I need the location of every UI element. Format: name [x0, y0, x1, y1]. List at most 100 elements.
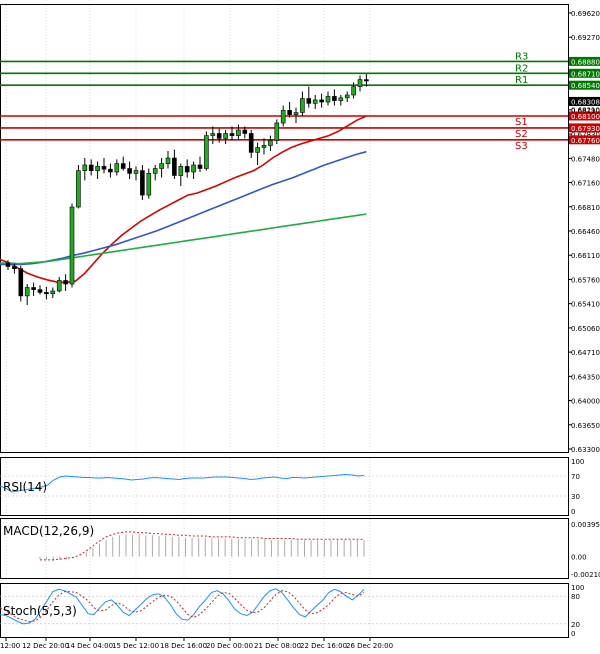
candle-bull [325, 96, 331, 103]
price-tick-label: 0.64350 [571, 373, 600, 381]
candle-bull [261, 145, 267, 148]
candle-bear [18, 268, 24, 297]
current-price-tag-bg [569, 96, 600, 106]
candle-bear [364, 79, 369, 82]
price-tick-label: 0.65760 [571, 276, 600, 284]
candle-bear [88, 164, 94, 171]
candle-bull [312, 99, 318, 104]
candle-bear [197, 164, 203, 169]
stoch-tick-label: 20 [571, 621, 580, 629]
candle-bear [216, 133, 222, 139]
level-tag-label: 0.68880 [571, 58, 600, 66]
level-name-s3: S3 [515, 141, 528, 152]
rsi-tick-label: 30 [571, 493, 580, 501]
candle-bear [5, 262, 11, 267]
x-tick-label: 12 Dec 20:00 [22, 642, 69, 650]
level-name-r1: R1 [515, 75, 528, 86]
candle-bull [338, 97, 344, 101]
x-tick-label: 20 Dec 00:00 [206, 642, 253, 650]
stoch-frame [0, 583, 569, 638]
candle-bear [120, 163, 126, 169]
price-tick-label: 0.69270 [571, 34, 600, 42]
level-tag-label: 0.68710 [571, 70, 600, 78]
candle-bear [332, 96, 337, 101]
price-tick-label: 0.67830 [571, 131, 600, 139]
candle-bull [293, 112, 299, 115]
candle-bull [82, 164, 88, 171]
candle-bull [95, 166, 100, 171]
candle-bear [101, 166, 107, 170]
candle-bear [319, 99, 324, 103]
price-tags: 0.68880 0.68710 0.68540 0.68100 0.67930 0.677… [569, 56, 600, 145]
candle-bull [178, 166, 184, 176]
candle-bull [133, 170, 139, 174]
candle-bear [127, 168, 132, 174]
x-tick-label: 12:00 [0, 642, 20, 650]
candle-bear [287, 110, 292, 115]
price-tick-label: 0.63650 [571, 422, 600, 430]
candle-bear [44, 292, 49, 295]
price-tick-label: 0.66460 [571, 228, 600, 236]
level-tag-bg [569, 111, 600, 121]
macd-panel: 0.003958 0.00 -0.002104 MACD(12,26,9) [3, 521, 600, 579]
level-tag-bg [569, 56, 600, 66]
candle-bull [210, 133, 216, 136]
level-tag-bg [569, 123, 600, 133]
price-frame [0, 4, 569, 453]
stoch-main-line [0, 588, 365, 625]
x-tick-label: 18 Dec 16:00 [160, 642, 207, 650]
candle-bull [165, 157, 171, 164]
level-tag-label: 0.68100 [571, 113, 600, 121]
candle-bear [172, 157, 177, 176]
candle-bull [146, 173, 152, 196]
rsi-tick-label: 0 [571, 508, 575, 516]
candle-bull [69, 206, 75, 285]
candle-bull [152, 168, 158, 174]
stoch-tick-label: 80 [571, 593, 580, 601]
secondary-price-label: 0.68210 [571, 106, 600, 114]
x-tick-label: 22 Dec 16:00 [300, 642, 347, 650]
x-tick-label: 14 Dec 04:00 [66, 642, 113, 650]
price-tick-label: 0.68190 [571, 107, 600, 115]
candle-bear [229, 133, 235, 136]
ma-line-2 [0, 213, 367, 265]
level-name-s1: S1 [515, 117, 528, 128]
candle-bull [50, 290, 56, 295]
candle-bull [56, 280, 62, 292]
level-tag-label: 0.68540 [571, 82, 600, 90]
candle-bull [159, 163, 164, 169]
candle-bull [24, 287, 30, 297]
stoch-title: Stoch(5,5,3) [3, 604, 77, 618]
candle-bear [248, 133, 254, 153]
current-price-label: 0.68308 [571, 98, 600, 106]
ma-line-1 [0, 150, 367, 266]
candle-bear [12, 266, 17, 269]
level-tag-bg [569, 135, 600, 145]
level-name-r3: R3 [515, 51, 528, 62]
candle-bear [63, 280, 68, 285]
price-tick-label: 0.65410 [571, 301, 600, 309]
candle-bull [300, 98, 305, 113]
candle-bull [204, 135, 209, 169]
x-tick-label: 21 Dec 08:00 [254, 642, 301, 650]
stoch-signal-line [0, 590, 365, 623]
rsi-tick-label: 70 [571, 473, 580, 481]
candle-bull [191, 164, 196, 173]
candle-bear [108, 168, 113, 173]
candle-bull [114, 163, 120, 173]
price-tick-label: 0.66810 [571, 204, 600, 212]
candle-bear [242, 129, 248, 134]
candle-bull [357, 79, 363, 87]
macd-signal-line [40, 531, 364, 561]
candle-bull [236, 129, 241, 136]
stoch-tick-label: 100 [571, 584, 584, 592]
x-tick-label: 15 Dec 12:00 [112, 642, 159, 650]
macd-tick-label: 0.003958 [571, 521, 600, 529]
price-tick-label: 0.66110 [571, 252, 600, 260]
candle-bear [31, 287, 36, 290]
rsi-line [0, 473, 365, 493]
level-tag-label: 0.67930 [571, 125, 600, 133]
price-tick-label: 0.64000 [571, 398, 600, 406]
